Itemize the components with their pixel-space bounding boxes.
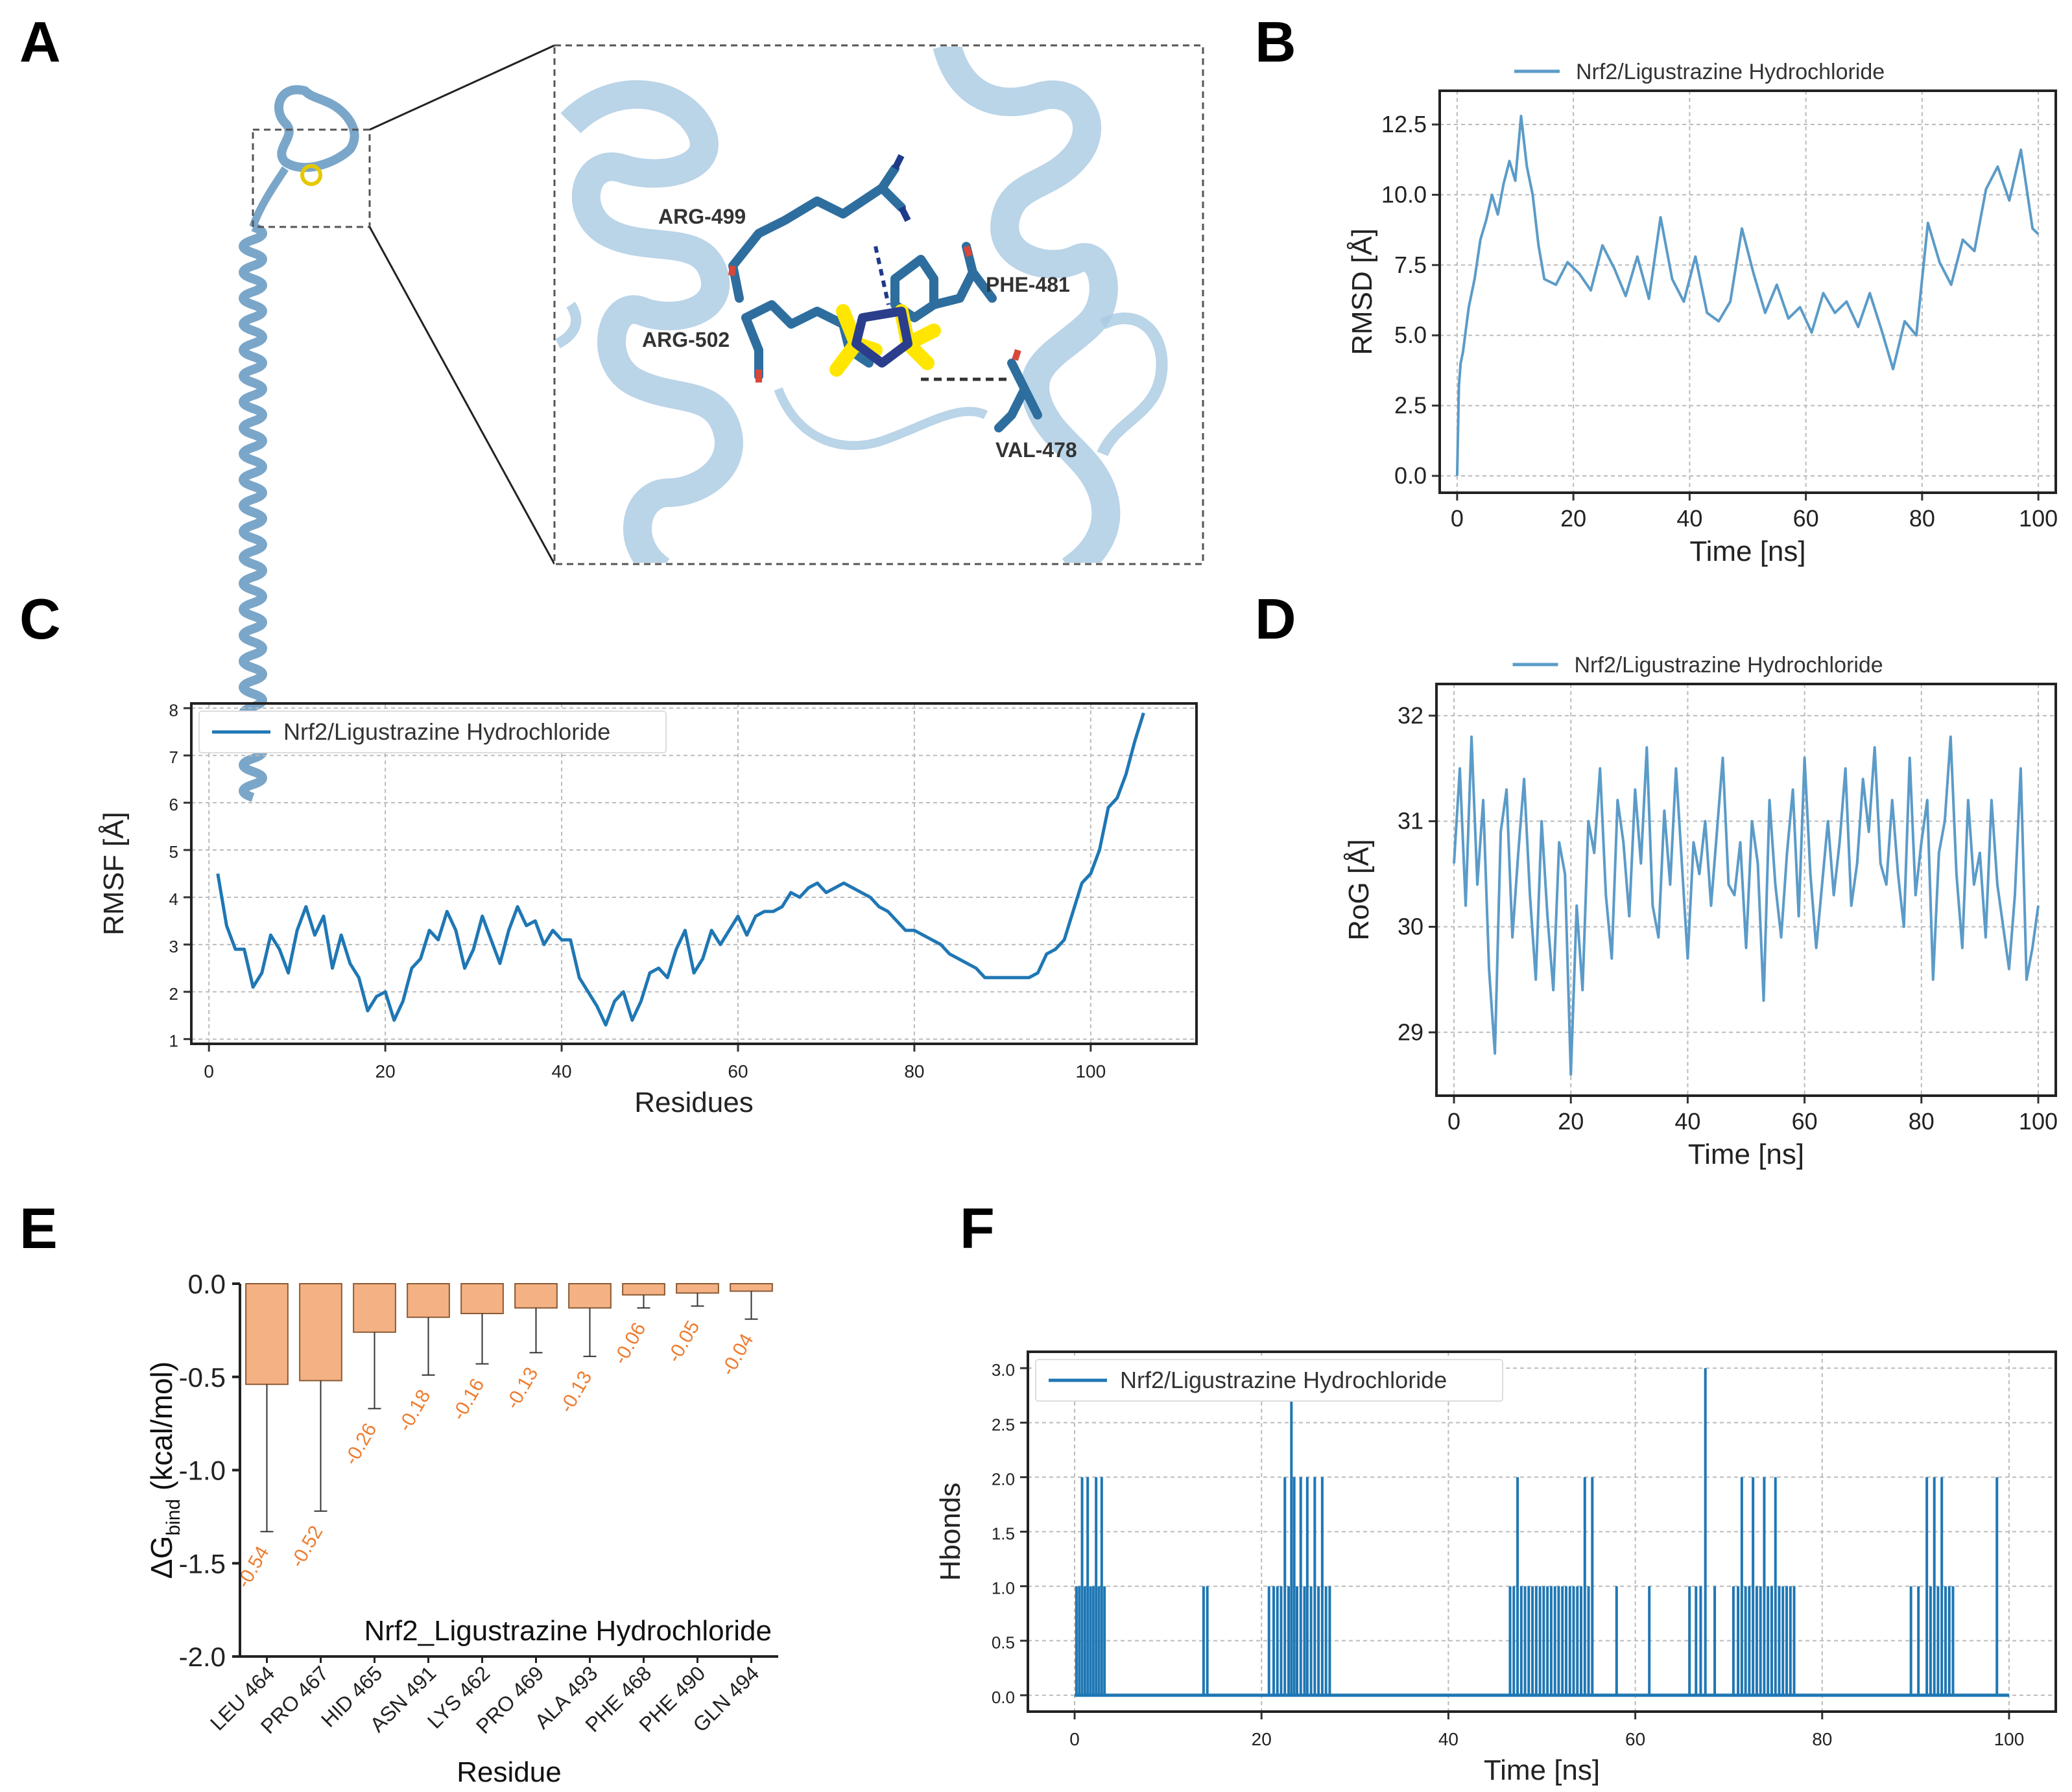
y-tick-label: 5: [169, 842, 178, 862]
x-tick-label: 60: [1793, 505, 1819, 532]
y-tick-label: 0.0: [992, 1688, 1015, 1707]
x-tick-label: 0: [1447, 1108, 1460, 1135]
y-tick-label: 6: [169, 795, 178, 814]
y-tick-label: 12.5: [1381, 111, 1427, 137]
y-axis-label: RoG [Å]: [1343, 839, 1375, 941]
legend-label: Nrf2/Ligustrazine Hydrochloride: [283, 718, 610, 745]
x-tick-label: 20: [1252, 1729, 1272, 1749]
y-tick-label: -1.5: [179, 1548, 226, 1579]
y-tick-label: 8: [169, 700, 178, 720]
y-axis-label: RMSF [Å]: [98, 812, 130, 936]
y-tick-label: 4: [169, 890, 178, 909]
y-axis-label: Hbonds: [935, 1483, 966, 1581]
y-tick-label: 32: [1398, 702, 1423, 729]
x-tick-label: 100: [1994, 1729, 2025, 1749]
legend-label: Nrf2/Ligustrazine Hydrochloride: [1575, 653, 1883, 678]
x-tick-label: 60: [1625, 1729, 1645, 1749]
plot-frame: [1435, 683, 2057, 1097]
x-axis-label: Residue: [457, 1756, 561, 1788]
bar-leu-464: [245, 1283, 289, 1385]
x-tick-label: 0: [1069, 1729, 1080, 1749]
y-axis-label-rest: (kcal/mol): [145, 1362, 178, 1499]
y-tick-label: 3: [169, 937, 178, 956]
y-tick-label: 2.0: [992, 1469, 1015, 1489]
x-tick-label: 20: [1560, 505, 1586, 532]
x-tick-label: 0: [204, 1061, 214, 1081]
y-tick-label: 29: [1398, 1019, 1423, 1045]
x-tick-label: 80: [1909, 1108, 1935, 1135]
legend-box: [198, 711, 667, 753]
bar-pro-469: [514, 1283, 558, 1309]
series-line: [216, 712, 1145, 1027]
x-tick-label: 40: [1674, 1108, 1700, 1135]
plot-frame: [190, 702, 1198, 1045]
bar-pro-467: [299, 1283, 342, 1382]
x-tick-label: 80: [1812, 1729, 1832, 1749]
y-tick-label: 3.0: [992, 1360, 1015, 1380]
legend-label: Nrf2/Ligustrazine Hydrochloride: [1120, 1367, 1447, 1393]
y-tick-label: 0.0: [1394, 462, 1427, 489]
y-axis-label: RMSD [Å]: [1346, 228, 1378, 355]
x-tick-label: 60: [1792, 1108, 1818, 1135]
x-tick-label: 100: [2019, 1108, 2058, 1135]
x-tick-label: 60: [728, 1061, 748, 1081]
x-tick-label: 20: [1558, 1108, 1584, 1135]
x-tick-label: 80: [904, 1061, 924, 1081]
y-tick-label: 5.0: [1394, 322, 1427, 348]
x-tick-label: 40: [1438, 1729, 1459, 1749]
y-tick-label: 1.5: [992, 1524, 1015, 1544]
bar-hid-465: [353, 1283, 396, 1333]
legend-label: Nrf2/Ligustrazine Hydrochloride: [1576, 60, 1885, 84]
plot-frame: [1438, 89, 2057, 494]
y-axis-label-main: ΔG: [145, 1536, 178, 1579]
y-tick-label: -0.5: [179, 1362, 226, 1393]
x-axis-label: Time [ns]: [1689, 536, 1805, 567]
plot-frame: [1027, 1350, 2057, 1713]
bar-asn-491: [407, 1283, 450, 1318]
x-tick-label: 100: [1075, 1061, 1106, 1081]
x-tick-label: 0: [1451, 505, 1464, 532]
x-axis-label: Residues: [634, 1087, 753, 1118]
x-axis-label: Time [ns]: [1688, 1138, 1804, 1170]
y-axis-label-sub: bind: [163, 1499, 184, 1536]
y-tick-label: 1: [169, 1032, 178, 1051]
y-tick-label: 30: [1398, 913, 1423, 939]
y-tick-label: 7: [169, 748, 178, 767]
y-tick-label: 10.0: [1381, 181, 1427, 207]
y-tick-label: 2.5: [1394, 392, 1427, 419]
legend-box: [1035, 1359, 1503, 1402]
y-tick-label: 1.0: [992, 1579, 1015, 1598]
series-line: [1453, 735, 2040, 1076]
x-tick-label: 40: [551, 1061, 571, 1081]
y-tick-label: -2.0: [179, 1642, 226, 1672]
x-tick-label: 100: [2019, 505, 2058, 532]
x-axis-label: Time [ns]: [1484, 1754, 1600, 1786]
x-tick-label: 80: [1909, 505, 1935, 532]
y-tick-label: 0.5: [992, 1633, 1015, 1653]
y-axis-label: ΔGbind (kcal/mol): [145, 1362, 184, 1579]
y-tick-label: -1.0: [179, 1456, 226, 1486]
y-tick-label: 2.5: [992, 1415, 1015, 1434]
chart-annotation: Nrf2_Ligustrazine Hydrochloride: [364, 1615, 772, 1647]
y-tick-label: 0.0: [188, 1269, 226, 1299]
y-tick-label: 7.5: [1394, 252, 1427, 278]
x-tick-label: 20: [375, 1061, 396, 1081]
series-line: [1455, 115, 2040, 477]
bar-lys-462: [460, 1283, 504, 1314]
y-tick-label: 31: [1398, 808, 1423, 834]
x-tick-label: 40: [1676, 505, 1702, 532]
y-tick-label: 2: [169, 984, 178, 1004]
